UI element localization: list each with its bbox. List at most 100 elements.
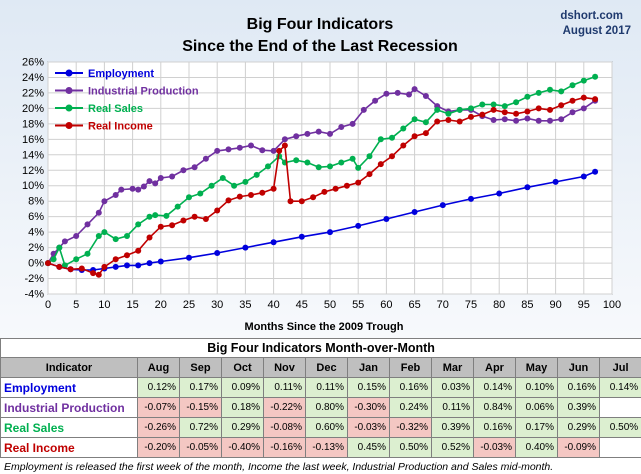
indicator-name: Employment	[0, 377, 138, 398]
table-cell	[598, 437, 641, 458]
series-point-3	[180, 217, 187, 224]
series-point-0	[411, 209, 418, 215]
series-point-1	[327, 130, 333, 137]
series-point-1	[293, 133, 300, 140]
table-cell: 0.39%	[431, 417, 474, 438]
series-point-3	[524, 108, 531, 115]
series-point-1	[270, 147, 277, 154]
series-point-3	[445, 117, 452, 123]
series-point-3	[157, 223, 164, 230]
table-cell: -0.20%	[137, 437, 180, 458]
series-point-0	[298, 233, 305, 240]
month-header: Jun	[557, 357, 600, 378]
series-point-2	[174, 203, 181, 210]
series-point-3	[67, 266, 74, 273]
table-cell: -0.03%	[347, 417, 390, 438]
x-tick-label: 0	[45, 299, 51, 311]
series-point-0	[327, 229, 333, 236]
x-tick-label: 35	[239, 299, 251, 311]
y-tick-label: 8%	[28, 196, 44, 208]
indicator-table: Big Four Indicators Month-over-Month Ind…	[0, 338, 641, 458]
series-point-2	[349, 155, 356, 162]
table-cell: -0.40%	[221, 437, 264, 458]
table-cell: -0.07%	[137, 397, 180, 418]
series-point-2	[434, 106, 441, 113]
x-tick-label: 25	[183, 299, 195, 311]
series-point-1	[394, 89, 401, 96]
series-point-2	[377, 136, 384, 143]
table-cell	[598, 397, 641, 418]
legend-label: Industrial Production	[88, 86, 199, 98]
y-tick-label: 2%	[28, 242, 44, 254]
month-header: Jan	[347, 357, 390, 378]
series-point-1	[535, 117, 542, 124]
table-cell: 0.10%	[515, 377, 558, 398]
series-point-2	[468, 105, 474, 112]
series-point-3	[434, 118, 441, 125]
month-header: May	[515, 357, 558, 378]
series-point-3	[281, 142, 288, 149]
x-tick-label: 45	[296, 299, 308, 311]
chart-area: Big Four Indicators Since the End of the…	[0, 0, 641, 338]
series-point-1	[349, 120, 356, 127]
table-cell: 0.16%	[557, 377, 600, 398]
series-point-2	[50, 256, 57, 263]
series-point-3	[456, 118, 463, 125]
series-point-0	[592, 168, 599, 175]
series-point-2	[592, 73, 599, 80]
series-point-2	[411, 116, 418, 123]
table-cell: 0.45%	[347, 437, 390, 458]
series-point-2	[315, 164, 322, 171]
series-point-3	[124, 252, 130, 259]
y-tick-label: 4%	[28, 227, 44, 239]
series-point-1	[372, 97, 379, 104]
series-point-3	[422, 130, 429, 137]
series-point-3	[310, 194, 317, 201]
series-point-0	[468, 195, 474, 202]
footnote: Employment is released the first week of…	[4, 461, 554, 473]
series-point-2	[445, 110, 452, 117]
x-tick-label: 10	[98, 299, 110, 311]
series-point-3	[169, 222, 176, 229]
series-point-2	[569, 82, 576, 89]
series-point-2	[152, 212, 159, 219]
series-point-2	[208, 182, 215, 189]
series-point-1	[112, 192, 119, 198]
table-cell: 0.60%	[305, 417, 348, 438]
month-header: Feb	[389, 357, 432, 378]
series-point-0	[439, 202, 446, 209]
series-point-3	[236, 193, 243, 200]
table-cell: 0.24%	[389, 397, 432, 418]
series-point-2	[547, 86, 553, 93]
series-point-3	[569, 97, 576, 104]
table-cell: 0.12%	[137, 377, 180, 398]
table-cell: -0.08%	[263, 417, 306, 438]
x-tick-label: 85	[521, 299, 533, 311]
series-point-0	[496, 190, 503, 197]
series-point-2	[95, 233, 102, 239]
series-point-3	[146, 234, 153, 241]
table-cell: -0.26%	[137, 417, 180, 438]
series-point-1	[513, 117, 520, 124]
series-point-3	[90, 270, 97, 277]
series-point-3	[95, 271, 102, 278]
legend: Employment Industrial Production Real Sale…	[55, 68, 199, 133]
table-cell: 0.29%	[221, 417, 264, 438]
table-cell: -0.05%	[179, 437, 222, 458]
x-axis-label: Months Since the 2009 Trough	[245, 321, 404, 333]
table-cell: 0.11%	[305, 377, 348, 398]
series-point-3	[202, 216, 209, 222]
y-tick-label: -4%	[24, 289, 44, 301]
series-point-3	[298, 198, 305, 205]
table-cell: 0.80%	[305, 397, 348, 418]
series-point-3	[214, 207, 221, 214]
x-tick-label: 70	[437, 299, 449, 311]
series-point-3	[101, 263, 108, 270]
series-point-1	[152, 180, 159, 187]
table-cell: 0.18%	[221, 397, 264, 418]
series-point-3	[287, 198, 294, 205]
source-site: dshort.com	[560, 10, 623, 22]
legend-label: Real Income	[88, 121, 153, 133]
series-point-2	[219, 175, 226, 181]
series-point-2	[304, 159, 311, 166]
